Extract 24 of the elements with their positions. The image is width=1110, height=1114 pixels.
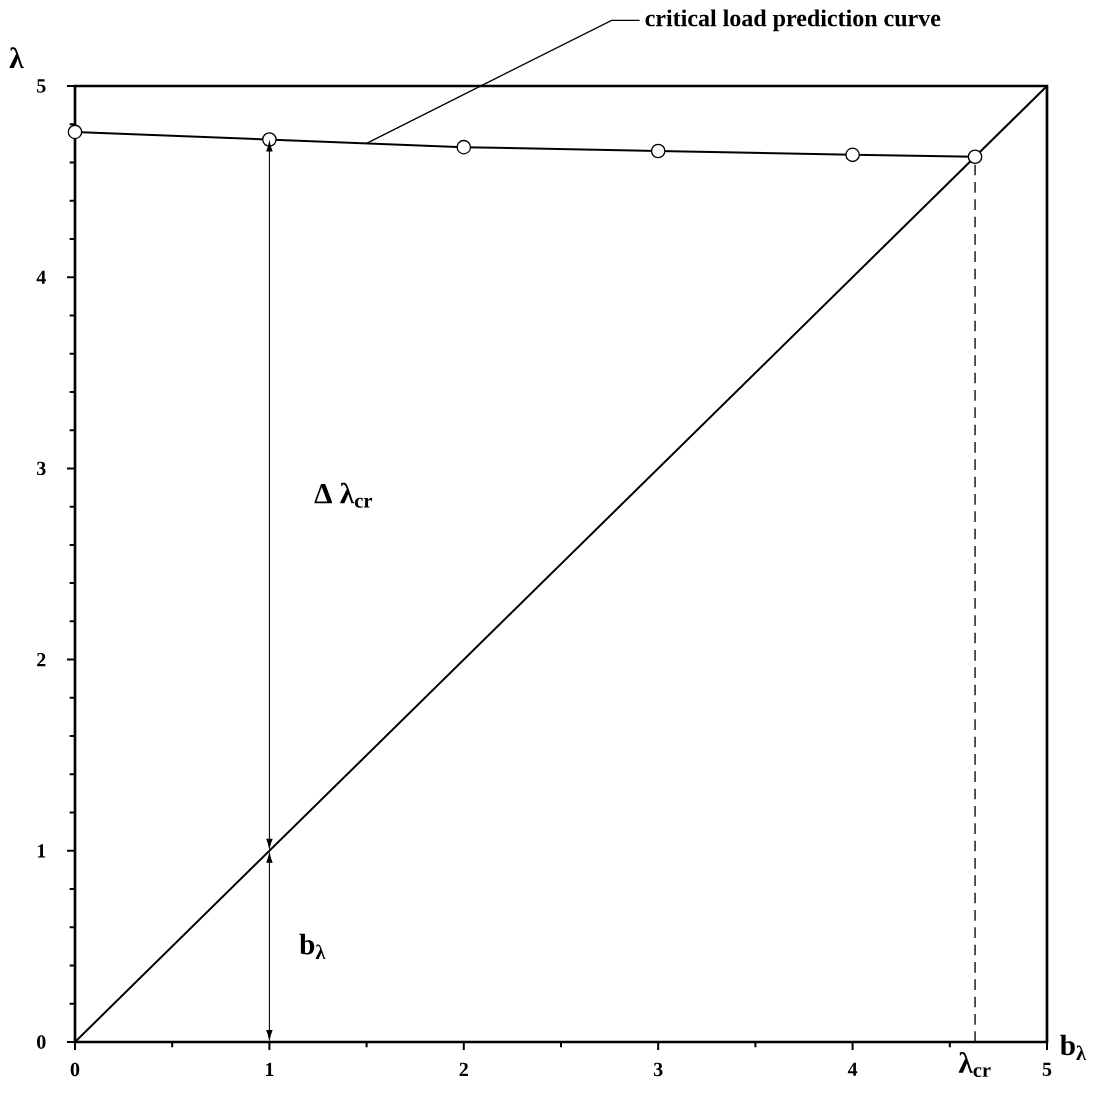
text: critical load prediction curve [645,9,941,32]
y-tick-label: 1 [37,844,46,858]
x-tick-label: 0 [70,1062,80,1077]
x-tick-label: 2 [459,1062,468,1076]
point [845,147,860,163]
y-tick-label: 5 [37,79,46,93]
x-tick-label: 4 [847,1062,858,1076]
y-tick-label: 2 [37,652,46,667]
ref-line-label: λ$_{cr}$ [958,1052,991,1078]
point [967,149,983,165]
y-tick-label: 0 [37,1035,46,1049]
point [650,143,666,159]
x-axis-title: b$_{λ}$ [1060,1034,1087,1060]
point [262,132,277,147]
x-tick-label: 5 [1042,1062,1052,1076]
y-tick-label: 4 [36,270,46,284]
x-tick-label: 3 [653,1062,663,1077]
annotation: Δ λ$_{cr}$ [314,482,373,508]
x-tick-label: 1 [266,1062,274,1076]
annotation: b$_{λ}$ [299,933,326,960]
y-axis-title: λ [9,47,24,68]
point [67,124,83,140]
y-tick-label: 3 [37,461,46,476]
point [456,139,472,155]
